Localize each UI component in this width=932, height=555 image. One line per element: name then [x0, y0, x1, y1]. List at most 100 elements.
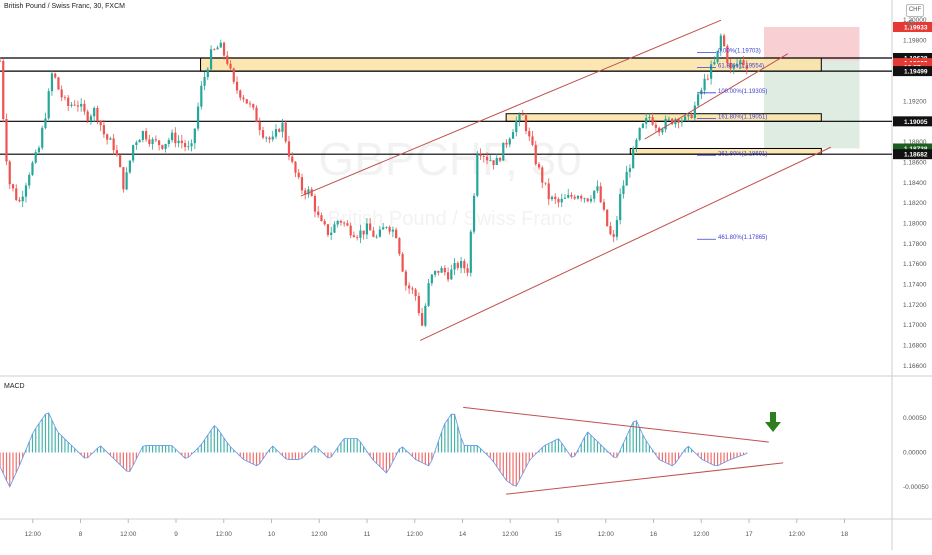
chart-title: British Pound / Swiss Franc, 30, FXCM	[4, 3, 125, 10]
candle-body	[661, 129, 664, 133]
gear-icon[interactable]: ⚙	[907, 18, 916, 28]
candle-body	[625, 171, 628, 186]
price-badge-label-6: 1.19005	[904, 119, 928, 126]
candle-body	[485, 156, 489, 161]
candle-body	[398, 238, 401, 254]
candle-body	[385, 226, 388, 228]
candle-body	[135, 142, 138, 146]
candle-body	[271, 136, 274, 140]
candle-body	[57, 77, 60, 90]
candle-body	[628, 168, 632, 172]
time-tick-label: 12:00	[120, 531, 137, 538]
candle-body	[726, 46, 729, 63]
price-tick-label: 1.17600	[903, 261, 927, 268]
time-tick-label: 10	[268, 531, 276, 538]
candle-body	[229, 63, 232, 69]
candle-body	[158, 140, 161, 146]
candle-body	[28, 174, 31, 186]
candle-body	[255, 107, 258, 123]
candle-body	[80, 103, 83, 107]
candle-body	[651, 117, 654, 125]
candle-body	[24, 185, 28, 197]
candle-body	[700, 90, 703, 95]
candle-body	[421, 313, 424, 326]
candle-body	[70, 104, 73, 106]
candle-body	[375, 236, 378, 238]
candle-body	[96, 107, 99, 121]
candle-body	[570, 194, 573, 197]
time-tick-label: 12:00	[789, 531, 806, 538]
candle-body	[537, 164, 541, 168]
candle-body	[320, 215, 323, 222]
time-tick-label: 12:00	[311, 531, 328, 538]
candle-body	[534, 144, 537, 165]
candle-body	[177, 140, 180, 144]
candle-body	[170, 132, 174, 141]
candle-body	[641, 123, 645, 128]
fib-label-3: 100.00%(1.19305)	[718, 89, 767, 95]
candle-body	[515, 120, 518, 133]
time-tick-label: 12:00	[693, 531, 710, 538]
candle-body	[518, 114, 521, 121]
candle-body	[395, 229, 398, 239]
candle-body	[450, 269, 453, 280]
macd-line	[0, 412, 747, 488]
candle-body	[567, 194, 570, 198]
price-tick-label: 1.16800	[903, 343, 927, 350]
candle-body	[716, 50, 719, 62]
candle-body	[206, 69, 209, 78]
candle-body	[242, 97, 245, 100]
candle-body	[200, 85, 203, 107]
candle-body	[281, 122, 284, 132]
price-tick-label: 1.18200	[903, 200, 927, 207]
time-tick-label: 12:00	[502, 531, 519, 538]
candle-body	[498, 157, 502, 161]
candle-body	[446, 272, 450, 280]
trend-line-3	[644, 53, 789, 140]
candle-body	[41, 127, 44, 148]
candle-body	[382, 227, 385, 230]
candle-body	[193, 128, 196, 144]
macd-tick-label: 0.00050	[903, 415, 927, 422]
candle-body	[141, 131, 144, 140]
candle-body	[125, 172, 128, 190]
candle-body	[511, 132, 515, 139]
candle-body	[528, 131, 531, 137]
candle-body	[18, 200, 21, 202]
candle-body	[554, 196, 557, 200]
candle-body	[164, 143, 167, 149]
fib-label-2: 61.80%(1.19554)	[718, 64, 764, 70]
candle-body	[391, 229, 394, 232]
candle-body	[89, 116, 93, 121]
candle-body	[583, 198, 586, 200]
candle-body	[742, 60, 745, 65]
candle-body	[524, 115, 528, 132]
candle-body	[63, 97, 67, 99]
candle-body	[645, 118, 648, 124]
time-tick-label: 12:00	[407, 531, 424, 538]
candle-body	[115, 150, 118, 156]
candle-body	[541, 167, 544, 183]
candle-body	[440, 267, 443, 273]
candle-body	[333, 224, 336, 233]
candle-body	[278, 129, 281, 132]
candle-body	[664, 118, 667, 130]
candle-body	[34, 152, 37, 163]
stop-loss-box	[764, 26, 860, 61]
candle-body	[573, 196, 576, 199]
candle-body	[346, 223, 349, 226]
candle-body	[424, 305, 427, 326]
candle-body	[326, 224, 330, 235]
candle-body	[284, 122, 287, 142]
candle-body	[437, 270, 440, 273]
candle-body	[313, 196, 317, 212]
candle-body	[602, 202, 606, 210]
macd-tick-label: -0.00050	[903, 484, 929, 491]
candle-body	[404, 271, 407, 286]
candle-body	[119, 155, 122, 168]
currency-button[interactable]: CHF	[906, 4, 924, 17]
candle-body	[492, 160, 495, 165]
time-tick-label: 12:00	[216, 531, 233, 538]
